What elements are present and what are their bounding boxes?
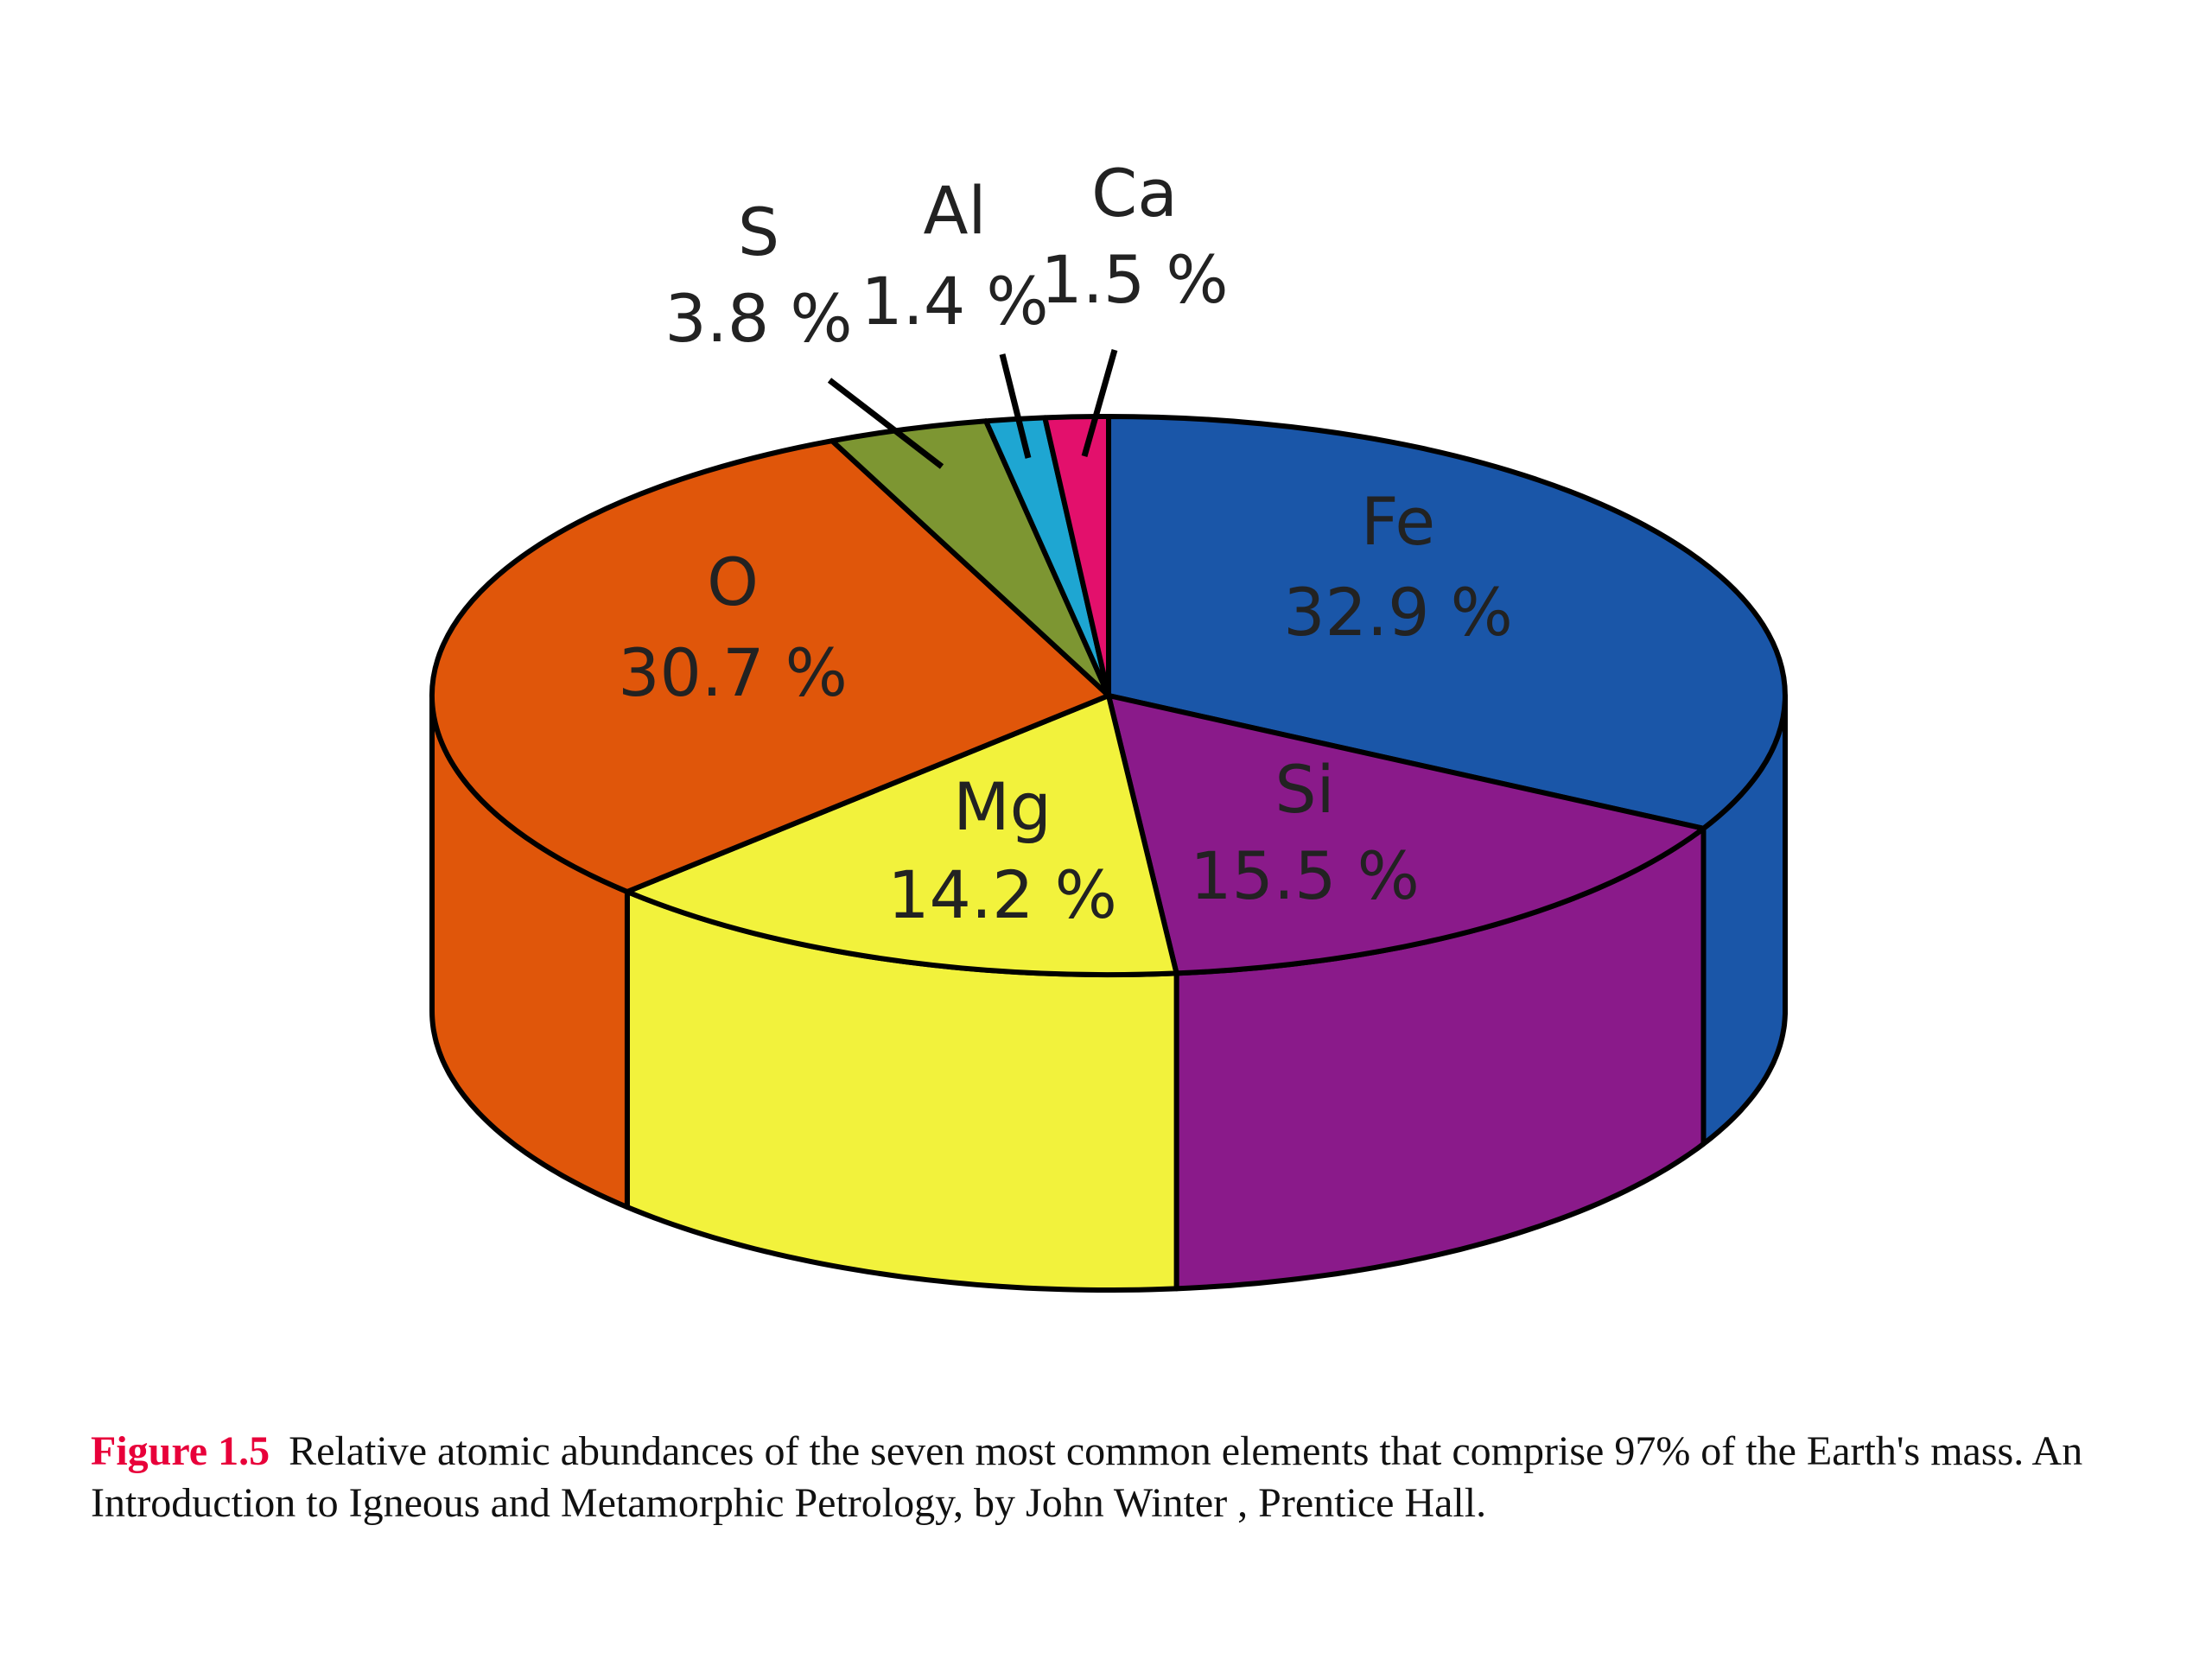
slice-o bbox=[429, 438, 1111, 894]
label-s: S bbox=[738, 194, 779, 270]
label-si: Si bbox=[1274, 751, 1334, 828]
value-al: 1.4 % bbox=[861, 263, 1048, 340]
label-o: O bbox=[707, 543, 759, 620]
slice-si bbox=[1106, 693, 1707, 976]
pie-tops bbox=[429, 413, 1788, 978]
slice-labels: Fe 32.9 % Si 15.5 % Mg 14.2 % O 30.7 % S 3.8 % Al 1… bbox=[618, 155, 1513, 933]
slice-s bbox=[830, 418, 1111, 698]
value-fe: 32.9 % bbox=[1283, 574, 1513, 651]
figure-caption: Figure 1.5 Relative atomic abundances of … bbox=[91, 1426, 2190, 1529]
label-fe: Fe bbox=[1361, 483, 1435, 560]
pie-sides bbox=[429, 693, 1788, 1293]
slice-fe bbox=[1106, 414, 1788, 831]
leader-lines bbox=[827, 349, 1118, 469]
value-o: 30.7 % bbox=[618, 634, 848, 711]
leader-ca bbox=[1081, 349, 1118, 457]
leader-al bbox=[999, 353, 1032, 459]
label-ca: Ca bbox=[1091, 155, 1178, 232]
label-al: Al bbox=[923, 172, 986, 249]
value-mg: 14.2 % bbox=[887, 856, 1117, 933]
figure-number: Figure 1.5 bbox=[91, 1428, 270, 1474]
leader-s bbox=[827, 378, 944, 469]
slice-mg bbox=[624, 693, 1179, 978]
value-s: 3.8 % bbox=[664, 280, 852, 357]
value-si: 15.5 % bbox=[1190, 837, 1420, 914]
value-ca: 1.5 % bbox=[1040, 241, 1228, 318]
slice-ca bbox=[1042, 413, 1111, 698]
label-mg: Mg bbox=[953, 768, 1052, 845]
caption-text: Relative atomic abundances of the seven … bbox=[91, 1428, 2083, 1526]
